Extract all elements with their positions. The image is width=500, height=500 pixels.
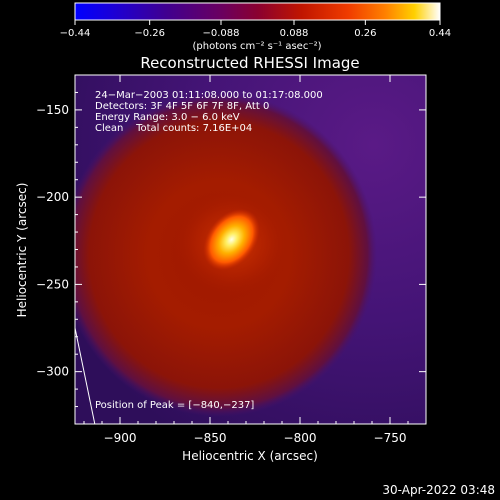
solar-limb-line — [75, 327, 96, 424]
annotation-line-4: Clean Total counts: 7.16E+04 — [95, 123, 252, 134]
colorbar-ticks: −0.44 −0.26 −0.088 0.088 0.26 0.44 — [60, 20, 451, 39]
colorbar-tick-label: −0.088 — [202, 28, 239, 39]
colorbar-tick-label: −0.44 — [60, 28, 91, 39]
colorbar-unit-label: (photons cm⁻² s⁻¹ asec⁻²) — [192, 41, 321, 52]
peak-source — [203, 208, 260, 271]
x-axis: −900 −850 −800 −750 — [83, 75, 409, 445]
y-axis-label: Heliocentric Y (arcsec) — [15, 183, 29, 318]
annotation-line-1: 24−Mar−2003 01:11:08.000 to 01:17:08.000 — [95, 90, 323, 101]
colorbar-tick-label: 0.44 — [429, 28, 451, 39]
y-tick-label: −300 — [36, 365, 69, 379]
annotation-line-2: Detectors: 3F 4F 5F 6F 7F 8F, Att 0 — [95, 101, 269, 112]
x-axis-label: Heliocentric X (arcsec) — [182, 449, 318, 463]
peak-position-label: Position of Peak = [−840,−237] — [95, 400, 254, 411]
footer-timestamp: 30-Apr-2022 03:48 — [382, 483, 495, 497]
image-area — [75, 75, 426, 424]
chart-title: Reconstructed RHESSI Image — [140, 54, 359, 72]
x-tick-label: −900 — [104, 431, 137, 445]
y-tick-label: −250 — [36, 277, 69, 291]
x-tick-label: −800 — [284, 431, 317, 445]
y-tick-label: −200 — [36, 190, 69, 204]
x-tick-label: −750 — [374, 431, 407, 445]
y-axis: −150 −200 −250 −300 — [36, 91, 426, 408]
y-tick-label: −150 — [36, 103, 69, 117]
annotation-line-3: Energy Range: 3.0 − 6.0 keV — [95, 112, 240, 123]
colorbar-tick-label: −0.26 — [134, 28, 165, 39]
colorbar-tick-label: 0.088 — [280, 28, 309, 39]
colorbar-tick-label: 0.26 — [354, 28, 376, 39]
colorbar — [74, 2, 441, 21]
x-tick-label: −850 — [194, 431, 227, 445]
